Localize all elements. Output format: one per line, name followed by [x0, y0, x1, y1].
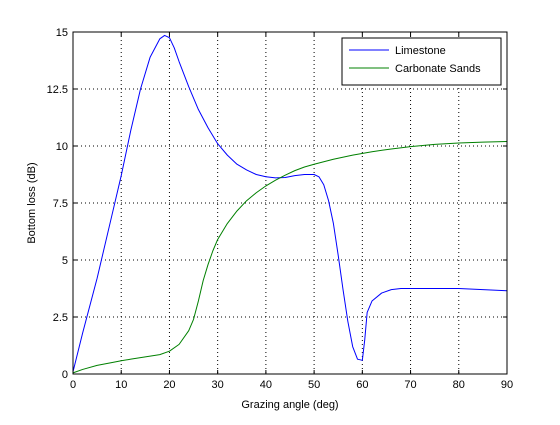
- ticks: 0 10 20 30 40 50 60 70 80 90 0 2.5 5 7.5 10 12.5 15: [47, 27, 514, 391]
- y-tick-label: 7.5: [53, 198, 68, 210]
- series-line-limestone: [72, 34, 508, 372]
- x-tick-label: 10: [115, 379, 127, 391]
- x-tick-label: 0: [70, 379, 76, 391]
- legend: Limestone Carbonate Sands: [341, 37, 502, 86]
- x-tick-label: 30: [212, 379, 224, 391]
- series-lines: [72, 34, 508, 374]
- grid: [73, 32, 507, 374]
- y-tick-label: 2.5: [53, 312, 68, 324]
- legend-entry: Limestone: [395, 45, 446, 57]
- x-tick-label: 50: [308, 379, 320, 391]
- y-tick-label: 5: [62, 255, 68, 267]
- x-axis-label: Grazing angle (deg): [241, 399, 338, 411]
- x-tick-label: 60: [356, 379, 368, 391]
- series-line-carbonate-sands: [72, 140, 508, 374]
- x-tick-label: 90: [501, 379, 513, 391]
- x-tick-label: 80: [453, 379, 465, 391]
- y-tick-label: 10: [56, 141, 68, 153]
- x-tick-label: 20: [163, 379, 175, 391]
- legend-box: [341, 37, 502, 86]
- y-tick-label: 15: [56, 27, 68, 39]
- legend-entry: Carbonate Sands: [395, 63, 481, 75]
- x-tick-label: 40: [260, 379, 272, 391]
- y-tick-label: 0: [62, 369, 68, 381]
- y-axis-label: Bottom loss (dB): [26, 162, 38, 243]
- x-tick-label: 70: [404, 379, 416, 391]
- y-tick-label: 12.5: [47, 84, 68, 96]
